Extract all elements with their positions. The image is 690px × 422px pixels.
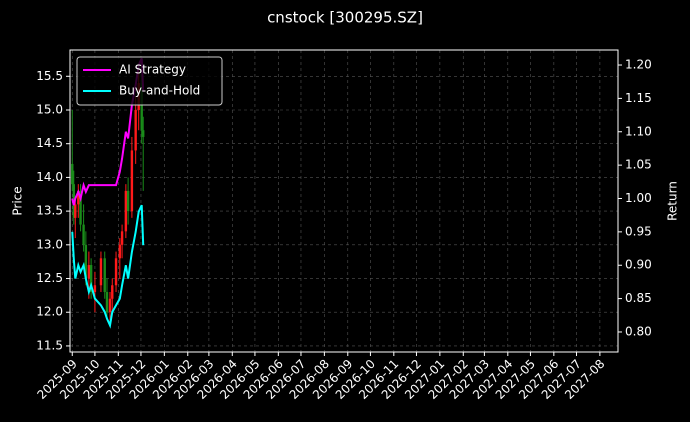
y-tick-label: 12.5 (36, 271, 63, 285)
y-tick-label: 14.5 (36, 136, 63, 150)
y2-tick-label: 0.95 (625, 224, 652, 238)
candle-body (124, 190, 128, 232)
candle-body (82, 224, 85, 245)
y-axis-label: Price (11, 186, 25, 215)
candle-body (130, 150, 134, 212)
candle-body (126, 190, 130, 212)
candle-body (84, 244, 88, 279)
legend-box (76, 56, 223, 106)
candle-body (71, 163, 74, 185)
candle-body (111, 285, 114, 299)
y2-tick-label: 1.10 (625, 124, 652, 138)
series-line (71, 204, 145, 329)
candle-body (120, 231, 124, 245)
candle-body (134, 109, 137, 151)
candle-body (103, 258, 106, 293)
y-tick-label: 14.0 (36, 170, 63, 184)
candle-body (142, 130, 145, 137)
y2-tick-label: 1.20 (625, 58, 652, 72)
candle-body (105, 292, 109, 313)
candle-body (118, 244, 122, 259)
legend-label: AI Strategy (119, 63, 186, 77)
legend-label: Buy-and-Hold (119, 84, 200, 98)
chart-title: cnstock [300295.SZ] (267, 9, 423, 27)
y2-tick-label: 1.05 (625, 158, 652, 172)
y-tick-label: 15.0 (36, 102, 63, 116)
candle-body (74, 204, 77, 218)
y-tick-label: 12.0 (36, 305, 63, 319)
candle-body (99, 258, 103, 286)
candle-body (87, 265, 91, 279)
candle-body (89, 265, 93, 293)
y2-tick-label: 0.90 (625, 258, 652, 272)
y-tick-label: 15.5 (36, 69, 63, 83)
candle-body (108, 298, 112, 313)
y-tick-label: 13.5 (36, 204, 63, 218)
candle-body (93, 285, 97, 293)
y2-tick-label: 0.80 (625, 324, 652, 338)
candle-body (79, 190, 82, 225)
y-tick-label: 13.0 (36, 237, 63, 251)
y-tick-label: 11.5 (36, 338, 63, 352)
plot-frame (69, 49, 619, 353)
candle-body (140, 83, 143, 131)
y2-axis-label: Return (666, 181, 680, 221)
candle-body (77, 190, 80, 205)
y2-tick-label: 1.00 (625, 191, 652, 205)
y2-tick-label: 1.15 (625, 91, 652, 105)
y2-tick-label: 0.85 (625, 291, 652, 305)
candle-body (114, 258, 118, 286)
